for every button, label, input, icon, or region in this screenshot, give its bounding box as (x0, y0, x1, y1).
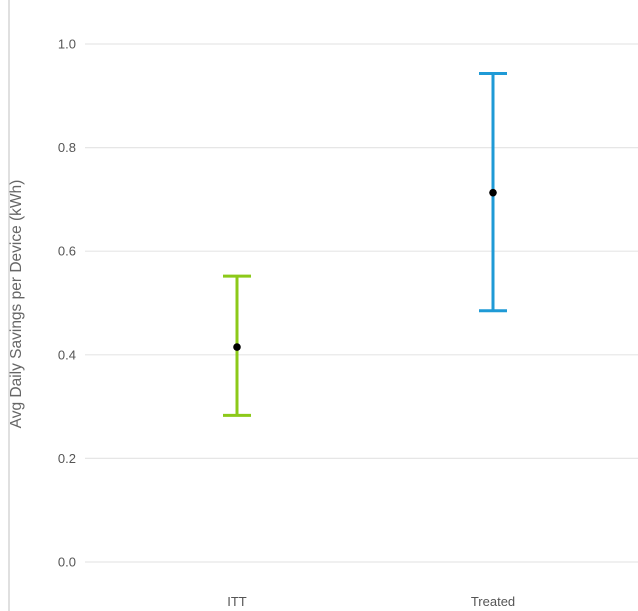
y-tick-labels: 0.0 0.2 0.4 0.6 0.8 1.0 (58, 37, 76, 570)
error-bars (223, 72, 507, 417)
y-axis-title: Avg Daily Savings per Device (kWh) (8, 180, 25, 429)
error-bar-itt (223, 274, 251, 417)
mean-point (233, 343, 241, 351)
y-tick-label: 0.8 (58, 140, 76, 155)
y-tick-label: 0.6 (58, 244, 76, 259)
gridlines (85, 43, 638, 563)
mean-point (489, 188, 497, 197)
y-tick-label: 1.0 (58, 37, 76, 52)
y-tick-label: 0.0 (58, 555, 76, 570)
x-category-label: ITT (227, 594, 247, 609)
x-category-label: Treated (471, 594, 515, 609)
error-bar-treated (479, 72, 507, 313)
x-category-labels: ITT Treated (227, 594, 515, 609)
y-tick-label: 0.4 (58, 347, 76, 362)
y-tick-label: 0.2 (58, 451, 76, 466)
